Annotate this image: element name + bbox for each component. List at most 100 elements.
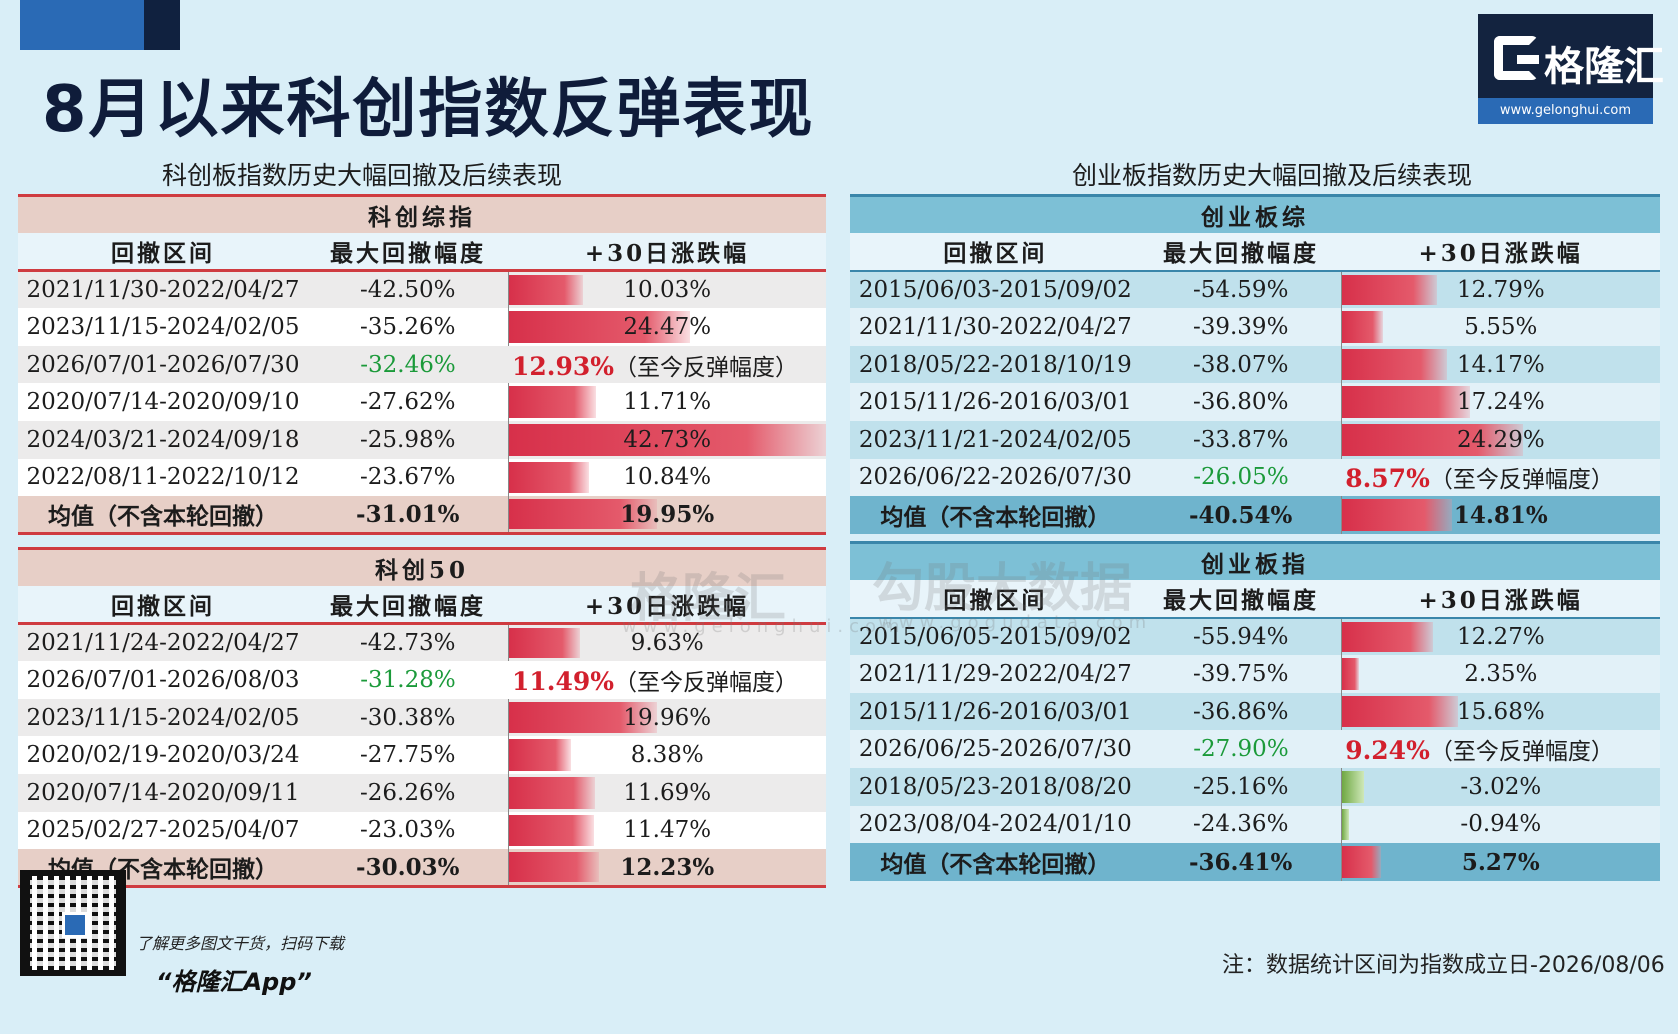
return-bar-cell: 11.47% [507, 811, 827, 850]
average-return-bar-cell: 14.81% [1340, 496, 1660, 534]
average-drawdown: -40.54% [1140, 496, 1342, 534]
period-cell: 2020/07/14-2020/09/10 [18, 383, 308, 422]
return-bar [509, 777, 596, 809]
period-cell: 2015/06/05-2015/09/02 [850, 617, 1141, 656]
average-drawdown: -36.41% [1140, 843, 1342, 881]
drawdown-cell: -35.26% [308, 308, 508, 346]
watermark-brand: 格隆汇 [630, 569, 787, 629]
table-kc-composite: 科创综指 回撤区间 最大回撤幅度 +30日涨跌幅 2021/11/30-2022/04/… [18, 194, 826, 536]
table-title: 科创50 [18, 547, 827, 587]
table-row: 2020/07/14-2020/09/11 -26.26% 11.69% [18, 774, 827, 812]
current-rebound-cell: 9.24%（至今反弹幅度） [1341, 730, 1660, 769]
column-header: 最大回撤幅度 [1140, 580, 1342, 619]
return-bar [1342, 621, 1434, 653]
watermark-gogu: 勾股大数据 [872, 559, 1133, 619]
return-bar [509, 424, 826, 456]
period-cell: 2021/11/29-2022/04/27 [850, 655, 1141, 693]
table-row: 2015/11/26-2016/03/01 -36.86% 15.68% [850, 692, 1660, 731]
return-bar-cell: -3.02% [1340, 768, 1660, 806]
return-bar-cell: 9.63% [507, 623, 827, 662]
average-row: 均值（不含本轮回撤） -36.41% 5.27% [850, 843, 1660, 881]
column-header: 回撤区间 [850, 233, 1141, 272]
table-row: 2023/11/21-2024/02/05 -33.87% 24.29% [850, 421, 1660, 459]
return-value: 10.84% [623, 464, 712, 491]
return-value: 10.03% [623, 277, 712, 304]
drawdown-cell: -39.39% [1140, 308, 1342, 346]
table-row: 2020/07/14-2020/09/10 -27.62% 11.71% [18, 383, 826, 422]
qr-code[interactable] [20, 870, 126, 976]
return-value: 42.73% [623, 426, 712, 453]
period-cell: 2023/11/21-2024/02/05 [850, 421, 1141, 459]
period-cell: 2023/11/15-2024/02/05 [18, 698, 308, 737]
average-return-bar [1342, 846, 1381, 878]
table-row: 2022/08/11-2022/10/12 -23.67% 10.84% [18, 458, 826, 497]
return-value: 24.47% [623, 314, 712, 341]
left-section-title: 科创板指数历史大幅回撤及后续表现 [162, 161, 563, 190]
return-value: 11.69% [623, 779, 712, 806]
drawdown-cell: -23.67% [308, 458, 508, 497]
period-cell: 2015/06/03-2015/09/02 [850, 270, 1141, 309]
column-header: 最大回撤幅度 [308, 586, 508, 626]
average-row: 均值（不含本轮回撤） -40.54% 14.81% [850, 496, 1660, 534]
column-header: +30日涨跌幅 [508, 233, 826, 273]
current-rebound-value: 11.49% [512, 667, 615, 697]
corner-decoration [20, 0, 180, 50]
drawdown-cell: -24.36% [1140, 805, 1342, 844]
column-header: +30日涨跌幅 [1341, 233, 1660, 272]
return-value: 12.79% [1456, 276, 1545, 303]
table-kc50: 科创50 回撤区间 最大回撤幅度 +30日涨跌幅 2021/11/24-2022/04/… [18, 547, 827, 889]
period-cell: 2026/07/01-2026/08/03 [18, 661, 308, 699]
table-title: 科创综指 [18, 194, 826, 234]
period-cell: 2015/11/26-2016/03/01 [850, 383, 1141, 422]
brand-logo: 格隆汇 www.gelonghui.com [1478, 14, 1664, 124]
average-drawdown: -31.01% [308, 496, 508, 536]
drawdown-cell: -38.07% [1140, 345, 1342, 384]
return-bar-cell: 10.84% [507, 458, 826, 497]
footer-app-name: “格隆汇App” [156, 968, 312, 996]
return-value: 14.17% [1456, 351, 1545, 378]
table-title: 创业板指 [850, 541, 1660, 581]
drawdown-cell: -26.05% [1140, 458, 1342, 497]
drawdown-cell: -26.26% [308, 774, 508, 812]
return-bar [509, 628, 581, 659]
average-row: 均值（不含本轮回撤） -30.03% 12.23% [18, 849, 827, 889]
column-header: +30日涨跌幅 [1341, 580, 1660, 619]
period-cell: 2024/03/21-2024/09/18 [18, 421, 308, 459]
period-cell: 2020/02/19-2020/03/24 [18, 736, 308, 775]
table-cy-index: 创业板指 回撤区间 最大回撤幅度 +30日涨跌幅 2015/06/05-2015/09/… [850, 541, 1660, 881]
average-row: 均值（不含本轮回撤） -31.01% 19.95% [18, 496, 826, 536]
logo-g-icon [1494, 36, 1539, 80]
average-return-value: 12.23% [620, 853, 715, 881]
return-bar [509, 311, 691, 343]
table-row: 2023/11/15-2024/02/05 -30.38% 19.96% [18, 698, 827, 737]
table-row: 2021/11/29-2022/04/27 -39.75% 2.35% [850, 655, 1660, 693]
drawdown-cell: -33.87% [1140, 421, 1342, 459]
return-bar-cell: 24.47% [507, 308, 826, 346]
watermark-brand-url: www.gelonghui.com [622, 616, 906, 637]
period-cell: 2021/11/24-2022/04/27 [18, 623, 308, 662]
table-row: 2025/02/27-2025/04/07 -23.03% 11.47% [18, 811, 827, 850]
current-rebound-note: （至今反弹幅度） [1429, 467, 1614, 494]
return-value: -0.94% [1460, 811, 1542, 838]
period-cell: 2023/08/04-2024/01/10 [850, 805, 1141, 844]
drawdown-cell: -25.16% [1140, 768, 1342, 806]
average-return-bar-cell: 19.95% [507, 496, 826, 536]
return-bar [1342, 424, 1523, 456]
return-bar [509, 461, 590, 494]
return-bar [1342, 771, 1365, 803]
drawdown-cell: -54.59% [1140, 270, 1342, 309]
table-row: 2015/06/05-2015/09/02 -55.94% 12.27% [850, 617, 1660, 656]
drawdown-cell: -31.28% [308, 661, 508, 699]
table-row: 2023/08/04-2024/01/10 -24.36% -0.94% [850, 805, 1660, 844]
return-bar [1342, 658, 1360, 690]
drawdown-cell: -25.98% [308, 421, 508, 459]
current-rebound-value: 12.93% [512, 351, 615, 381]
return-value: 8.38% [630, 742, 704, 769]
table-row: 2024/03/21-2024/09/18 -25.98% 42.73% [18, 421, 826, 459]
drawdown-cell: -36.86% [1140, 692, 1342, 731]
return-bar [509, 739, 571, 772]
return-value: 19.96% [623, 704, 712, 731]
period-cell: 2026/07/01-2026/07/30 [18, 345, 308, 384]
average-return-bar [1342, 499, 1452, 531]
page-title: 8月以来科创指数反弹表现 [42, 73, 815, 147]
